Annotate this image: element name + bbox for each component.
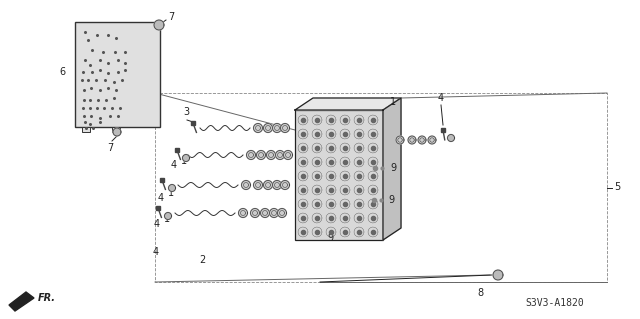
Text: 1: 1 bbox=[168, 188, 174, 198]
Polygon shape bbox=[280, 123, 289, 132]
Polygon shape bbox=[295, 98, 401, 110]
Text: 7: 7 bbox=[107, 143, 113, 153]
Bar bbox=[155, 93, 607, 282]
Polygon shape bbox=[239, 209, 248, 218]
Bar bbox=[82, 127, 90, 132]
Polygon shape bbox=[253, 181, 262, 189]
Polygon shape bbox=[418, 136, 426, 144]
Polygon shape bbox=[154, 20, 164, 30]
Polygon shape bbox=[447, 135, 454, 142]
Polygon shape bbox=[428, 136, 436, 144]
Polygon shape bbox=[9, 292, 34, 311]
Polygon shape bbox=[168, 184, 175, 191]
Polygon shape bbox=[284, 151, 292, 160]
Text: S3V3-A1820: S3V3-A1820 bbox=[525, 298, 584, 308]
Bar bbox=[295, 110, 383, 240]
Polygon shape bbox=[278, 209, 287, 218]
Text: 5: 5 bbox=[614, 182, 620, 192]
Text: 4: 4 bbox=[158, 193, 164, 203]
Polygon shape bbox=[280, 181, 289, 189]
Text: 4: 4 bbox=[153, 247, 159, 257]
Text: 2: 2 bbox=[199, 255, 205, 265]
Polygon shape bbox=[253, 123, 262, 132]
Polygon shape bbox=[182, 154, 189, 161]
Text: 7: 7 bbox=[168, 12, 174, 22]
Bar bbox=[112, 127, 120, 132]
Text: 1: 1 bbox=[390, 97, 396, 107]
Polygon shape bbox=[246, 151, 255, 160]
Text: 4: 4 bbox=[438, 93, 444, 103]
Text: 9: 9 bbox=[390, 163, 396, 173]
Polygon shape bbox=[113, 128, 121, 136]
Polygon shape bbox=[276, 151, 285, 160]
Text: 3: 3 bbox=[183, 107, 189, 117]
Text: 9: 9 bbox=[388, 195, 394, 205]
Bar bbox=[75, 22, 160, 127]
Polygon shape bbox=[493, 270, 503, 280]
Polygon shape bbox=[257, 151, 266, 160]
Polygon shape bbox=[408, 136, 416, 144]
Polygon shape bbox=[260, 209, 269, 218]
Text: 4: 4 bbox=[154, 219, 160, 229]
Text: 9: 9 bbox=[327, 233, 333, 243]
Text: 4: 4 bbox=[171, 160, 177, 170]
Text: 1: 1 bbox=[181, 156, 187, 166]
Polygon shape bbox=[273, 123, 282, 132]
Text: FR.: FR. bbox=[38, 293, 56, 303]
Polygon shape bbox=[164, 212, 172, 219]
Polygon shape bbox=[266, 151, 275, 160]
Polygon shape bbox=[383, 98, 401, 240]
Polygon shape bbox=[396, 136, 404, 144]
Polygon shape bbox=[250, 209, 259, 218]
Polygon shape bbox=[264, 123, 273, 132]
Text: 6: 6 bbox=[59, 67, 65, 77]
Text: 8: 8 bbox=[477, 288, 483, 298]
Text: 1: 1 bbox=[164, 214, 170, 224]
Polygon shape bbox=[273, 181, 282, 189]
Polygon shape bbox=[264, 181, 273, 189]
Polygon shape bbox=[269, 209, 278, 218]
Polygon shape bbox=[241, 181, 250, 189]
